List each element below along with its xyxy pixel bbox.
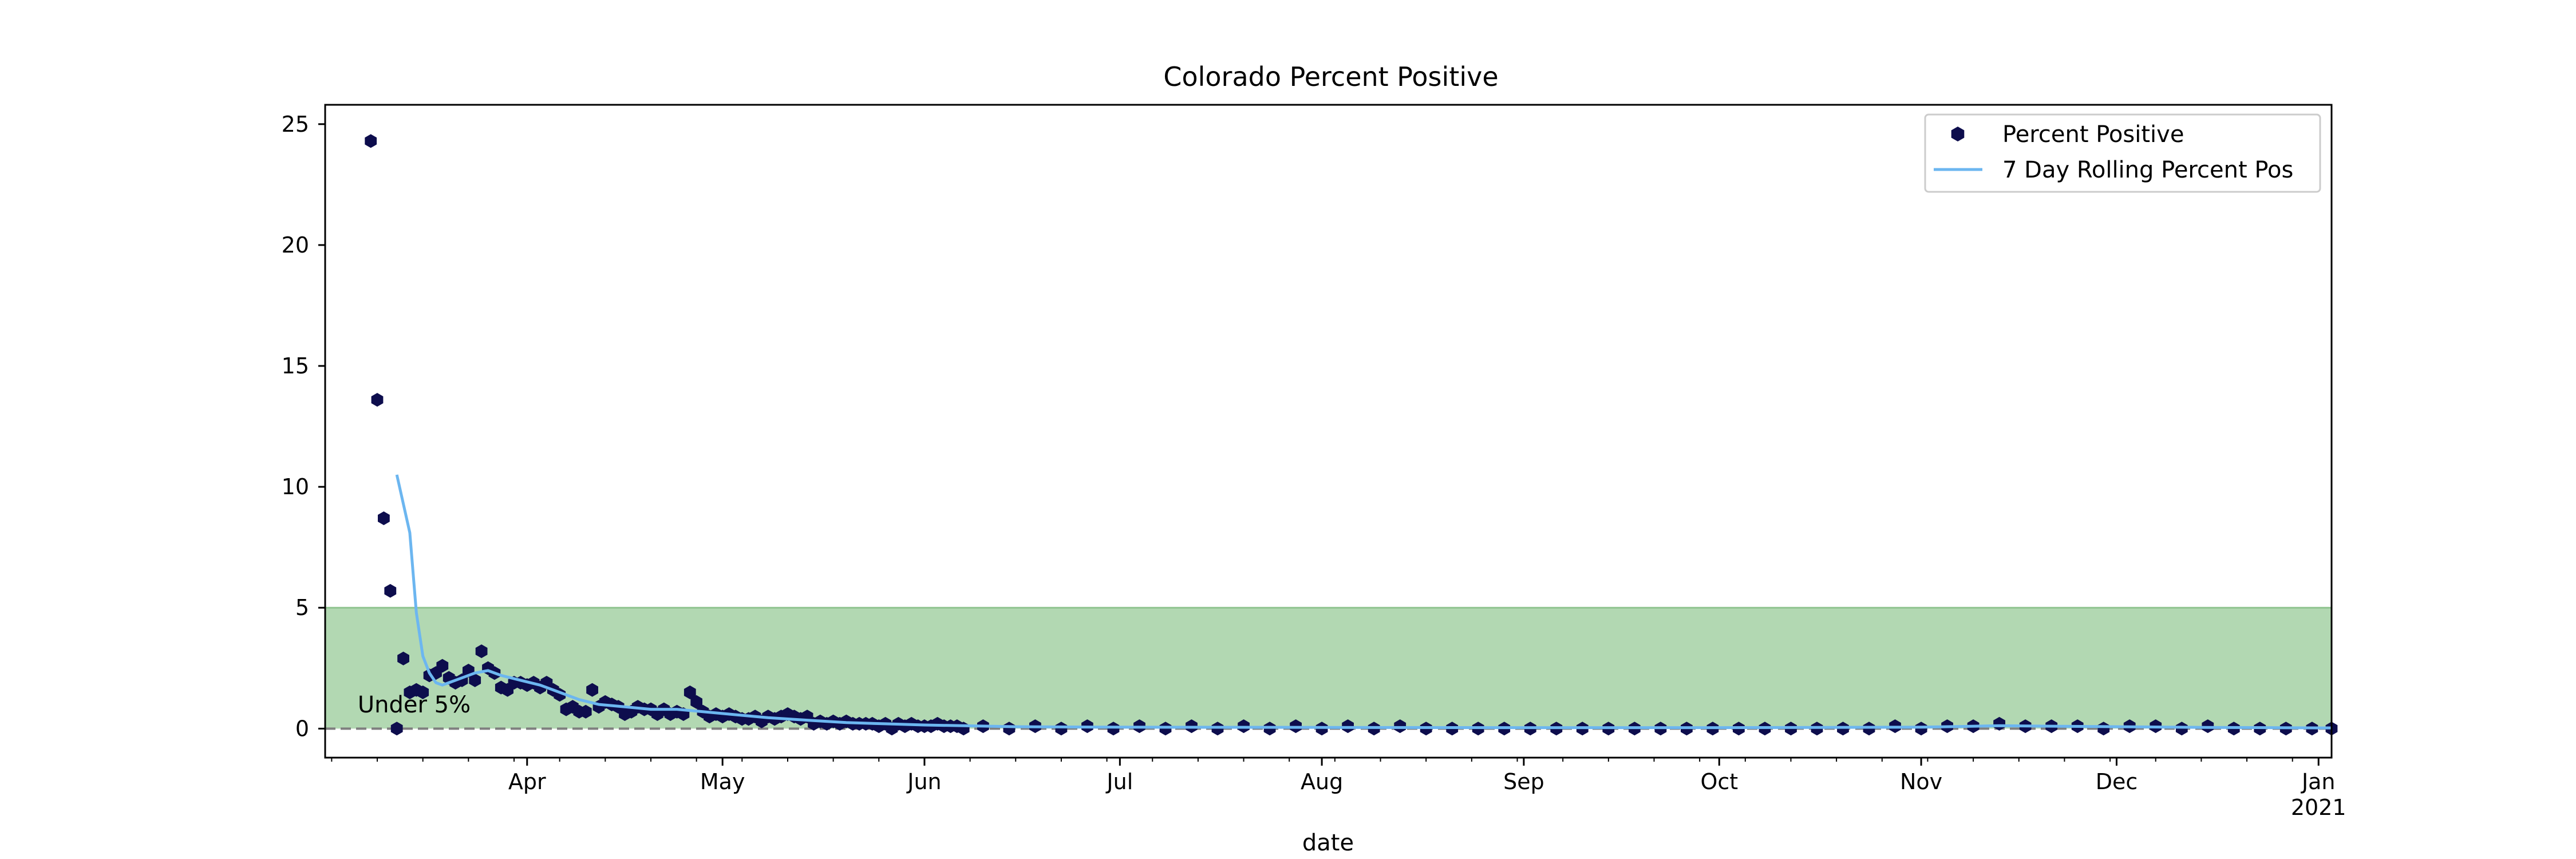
- y-tick-label: 15: [282, 353, 309, 379]
- y-axis: 0 5 10 15 20 25: [282, 112, 325, 741]
- y-tick-label: 5: [295, 595, 309, 620]
- series-layer: [365, 134, 2338, 736]
- legend-label-rolling: 7 Day Rolling Percent Pos: [2002, 157, 2293, 183]
- data-point-percent-positive: [390, 722, 403, 736]
- rolling-average-line: [395, 474, 2332, 730]
- x-axis-label: date: [1302, 830, 1354, 856]
- plot-frame: [324, 104, 2333, 759]
- x-tick-label: May: [700, 769, 745, 794]
- data-point-percent-positive: [475, 644, 488, 659]
- data-point-percent-positive: [690, 695, 702, 709]
- legend-box: [1924, 113, 2321, 193]
- data-point-percent-positive: [365, 134, 377, 148]
- x-tick-label: Jun: [906, 769, 941, 794]
- data-point-percent-positive: [417, 685, 429, 699]
- data-point-percent-positive: [397, 651, 409, 665]
- legend-marker-percent-positive: [1951, 127, 1965, 141]
- y-tick-label: 0: [295, 716, 309, 741]
- data-point-percent-positive: [384, 584, 397, 598]
- under-5-percent-label: Under 5%: [358, 692, 471, 718]
- y-tick-label: 25: [282, 112, 309, 137]
- data-point-percent-positive: [371, 393, 384, 407]
- data-point-percent-positive: [1993, 716, 2005, 731]
- data-point-percent-positive: [378, 511, 390, 525]
- chart-title: Colorado Percent Positive: [1163, 61, 1498, 92]
- x-tick-label: Nov: [1900, 769, 1942, 794]
- data-point-percent-positive: [1055, 722, 1068, 736]
- x-tick-label: Aug: [1301, 769, 1343, 794]
- data-point-percent-positive: [579, 704, 592, 719]
- data-point-percent-positive: [1107, 722, 1120, 736]
- x-tick-label: Jan: [2301, 769, 2336, 794]
- data-point-percent-positive: [683, 685, 696, 699]
- x-tick-sublabel: 2021: [2291, 795, 2346, 820]
- data-point-percent-positive: [586, 683, 598, 697]
- legend-label-percent-positive: Percent Positive: [2002, 121, 2184, 148]
- x-tick-label: Sep: [1503, 769, 1544, 794]
- y-tick-label: 20: [282, 233, 309, 258]
- data-point-percent-positive: [469, 673, 481, 687]
- data-point-percent-positive: [436, 659, 449, 673]
- y-tick-label: 10: [282, 474, 309, 499]
- x-tick-label: Jul: [1105, 769, 1133, 794]
- legend: Percent Positive 7 Day Rolling Percent P…: [1924, 113, 2321, 193]
- x-tick-label: Dec: [2096, 769, 2138, 794]
- x-tick-label: Apr: [508, 769, 546, 794]
- x-tick-label: Oct: [1700, 769, 1738, 794]
